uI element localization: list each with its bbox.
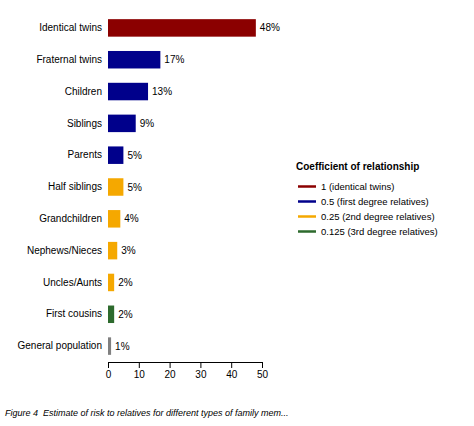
x-tick-mark xyxy=(139,362,140,368)
legend: Coefficient of relationship 1 (identical … xyxy=(296,161,438,237)
y-tick: General population xyxy=(17,340,108,351)
bar xyxy=(108,83,148,101)
chart-container: 1% 2% 2% 3% 4% 5% 5% 9% 13% 17% 48% 0 10 20 30 40 50 Gene… xyxy=(0,0,474,426)
data-label: 48% xyxy=(260,22,280,33)
data-label: 13% xyxy=(152,86,172,97)
x-tick: 30 xyxy=(195,362,207,380)
x-tick: 40 xyxy=(226,362,238,380)
x-tick: 20 xyxy=(165,362,177,380)
x-tick-label: 30 xyxy=(195,369,207,380)
x-tick-label: 40 xyxy=(226,369,238,380)
bar xyxy=(108,306,114,324)
y-tick-label: Half siblings xyxy=(48,181,102,192)
x-tick-mark xyxy=(170,362,171,368)
data-label: 1% xyxy=(115,341,130,352)
y-tick-label: Grandchildren xyxy=(39,213,102,224)
x-axis-line xyxy=(109,363,263,369)
data-label: 17% xyxy=(164,54,184,65)
y-tick: Parents xyxy=(68,149,108,160)
y-tick-label: Nephews/Nieces xyxy=(27,245,102,256)
y-tick: First cousins xyxy=(46,308,108,319)
y-tick-label: General population xyxy=(17,340,102,351)
data-label: 5% xyxy=(127,182,142,193)
x-tick-mark xyxy=(108,362,109,368)
bar xyxy=(108,337,111,355)
y-tick: Uncles/Aunts xyxy=(43,277,108,288)
bar xyxy=(108,178,123,196)
y-axis: General population First cousins Uncles/Au… xyxy=(17,22,108,351)
legend-label: 0.25 (2nd degree relatives) xyxy=(321,211,435,222)
x-tick-label: 50 xyxy=(257,369,269,380)
bar xyxy=(108,274,114,292)
y-tick: Nephews/Nieces xyxy=(27,245,108,256)
legend-item: 1 (identical twins) xyxy=(298,181,394,192)
y-tick-label: Children xyxy=(65,86,102,97)
y-tick-label: Siblings xyxy=(67,118,102,129)
legend-swatch xyxy=(298,215,316,218)
x-tick-label: 0 xyxy=(106,369,112,380)
legend-label: 0.125 (3rd degree relatives) xyxy=(321,226,438,237)
legend-item: 0.25 (2nd degree relatives) xyxy=(298,211,435,222)
y-tick-label: Uncles/Aunts xyxy=(43,277,102,288)
y-tick: Siblings xyxy=(67,118,108,129)
y-tick: Identical twins xyxy=(39,22,108,33)
legend-title: Coefficient of relationship xyxy=(296,161,419,172)
legend-item: 0.125 (3rd degree relatives) xyxy=(298,226,438,237)
bars xyxy=(108,19,256,355)
data-label: 2% xyxy=(118,309,133,320)
bar xyxy=(108,19,256,36)
bar xyxy=(108,242,117,259)
bar xyxy=(108,115,136,133)
x-tick-label: 10 xyxy=(134,369,146,380)
legend-swatch xyxy=(298,200,316,203)
x-tick: 0 xyxy=(106,362,112,380)
x-tick-mark xyxy=(231,362,232,368)
legend-swatch xyxy=(298,185,316,188)
bar xyxy=(108,51,160,69)
x-tick-label: 20 xyxy=(165,369,177,380)
legend-swatch xyxy=(298,230,316,233)
bar xyxy=(108,146,123,164)
data-labels: 1% 2% 2% 3% 4% 5% 5% 9% 13% 17% 48% xyxy=(115,22,280,351)
y-tick-label: Parents xyxy=(68,149,102,160)
legend-item: 0.5 (first degree relatives) xyxy=(298,196,429,207)
data-label: 9% xyxy=(140,118,155,129)
y-tick: Half siblings xyxy=(48,181,108,192)
data-label: 4% xyxy=(124,213,139,224)
x-axis: 0 10 20 30 40 50 xyxy=(106,362,269,380)
chart-svg: 1% 2% 2% 3% 4% 5% 5% 9% 13% 17% 48% 0 10 20 30 40 50 Gene… xyxy=(0,0,474,426)
data-label: 5% xyxy=(127,150,142,161)
legend-label: 1 (identical twins) xyxy=(321,181,394,192)
data-label: 2% xyxy=(118,277,133,288)
x-tick: 10 xyxy=(134,362,146,380)
y-tick: Grandchildren xyxy=(39,213,108,224)
caption: Figure 4 Estimate of risk to relatives f… xyxy=(5,408,289,418)
data-label: 3% xyxy=(121,245,136,256)
legend-label: 0.5 (first degree relatives) xyxy=(321,196,429,207)
x-tick-mark xyxy=(200,362,201,368)
y-tick-label: Identical twins xyxy=(39,22,102,33)
x-tick: 50 xyxy=(257,362,269,380)
y-tick-label: First cousins xyxy=(46,308,102,319)
y-tick-label: Fraternal twins xyxy=(36,54,102,65)
y-tick: Fraternal twins xyxy=(36,54,108,65)
y-tick: Children xyxy=(65,86,108,97)
bar xyxy=(108,210,120,228)
x-tick-mark xyxy=(262,362,263,368)
